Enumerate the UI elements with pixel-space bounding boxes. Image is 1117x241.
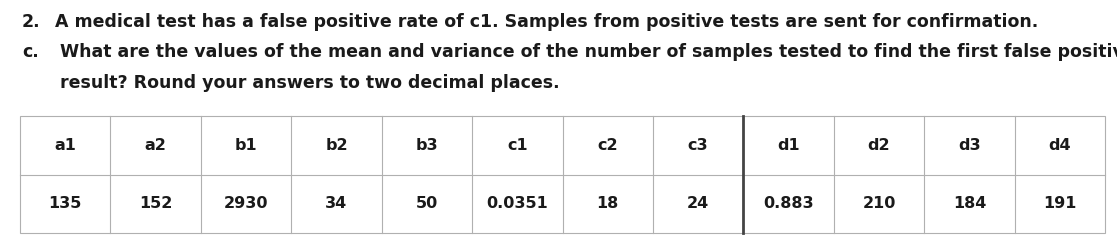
Text: b3: b3	[416, 138, 438, 153]
Text: a2: a2	[145, 138, 166, 153]
Text: c2: c2	[598, 138, 618, 153]
Text: d2: d2	[868, 138, 890, 153]
Text: What are the values of the mean and variance of the number of samples tested to : What are the values of the mean and vari…	[60, 43, 1117, 61]
Text: 50: 50	[416, 196, 438, 211]
Text: 0.0351: 0.0351	[486, 196, 548, 211]
Text: d3: d3	[958, 138, 981, 153]
Text: result? Round your answers to two decimal places.: result? Round your answers to two decima…	[60, 74, 560, 92]
Text: 135: 135	[48, 196, 82, 211]
Text: b1: b1	[235, 138, 257, 153]
Text: 152: 152	[139, 196, 172, 211]
Text: 2.: 2.	[22, 13, 40, 31]
Text: c.: c.	[22, 43, 39, 61]
Text: A medical test has a false positive rate of c1. Samples from positive tests are : A medical test has a false positive rate…	[55, 13, 1038, 31]
Text: 0.883: 0.883	[763, 196, 814, 211]
Bar	[20, 116, 1105, 233]
Text: c3: c3	[688, 138, 708, 153]
Text: 34: 34	[325, 196, 347, 211]
Text: a1: a1	[55, 138, 76, 153]
Text: c1: c1	[507, 138, 527, 153]
Text: 2930: 2930	[223, 196, 268, 211]
Text: 24: 24	[687, 196, 709, 211]
Text: 210: 210	[862, 196, 896, 211]
Text: 184: 184	[953, 196, 986, 211]
Text: 18: 18	[596, 196, 619, 211]
Text: 191: 191	[1043, 196, 1077, 211]
Text: b2: b2	[325, 138, 347, 153]
Text: d1: d1	[777, 138, 800, 153]
Text: d4: d4	[1049, 138, 1071, 153]
